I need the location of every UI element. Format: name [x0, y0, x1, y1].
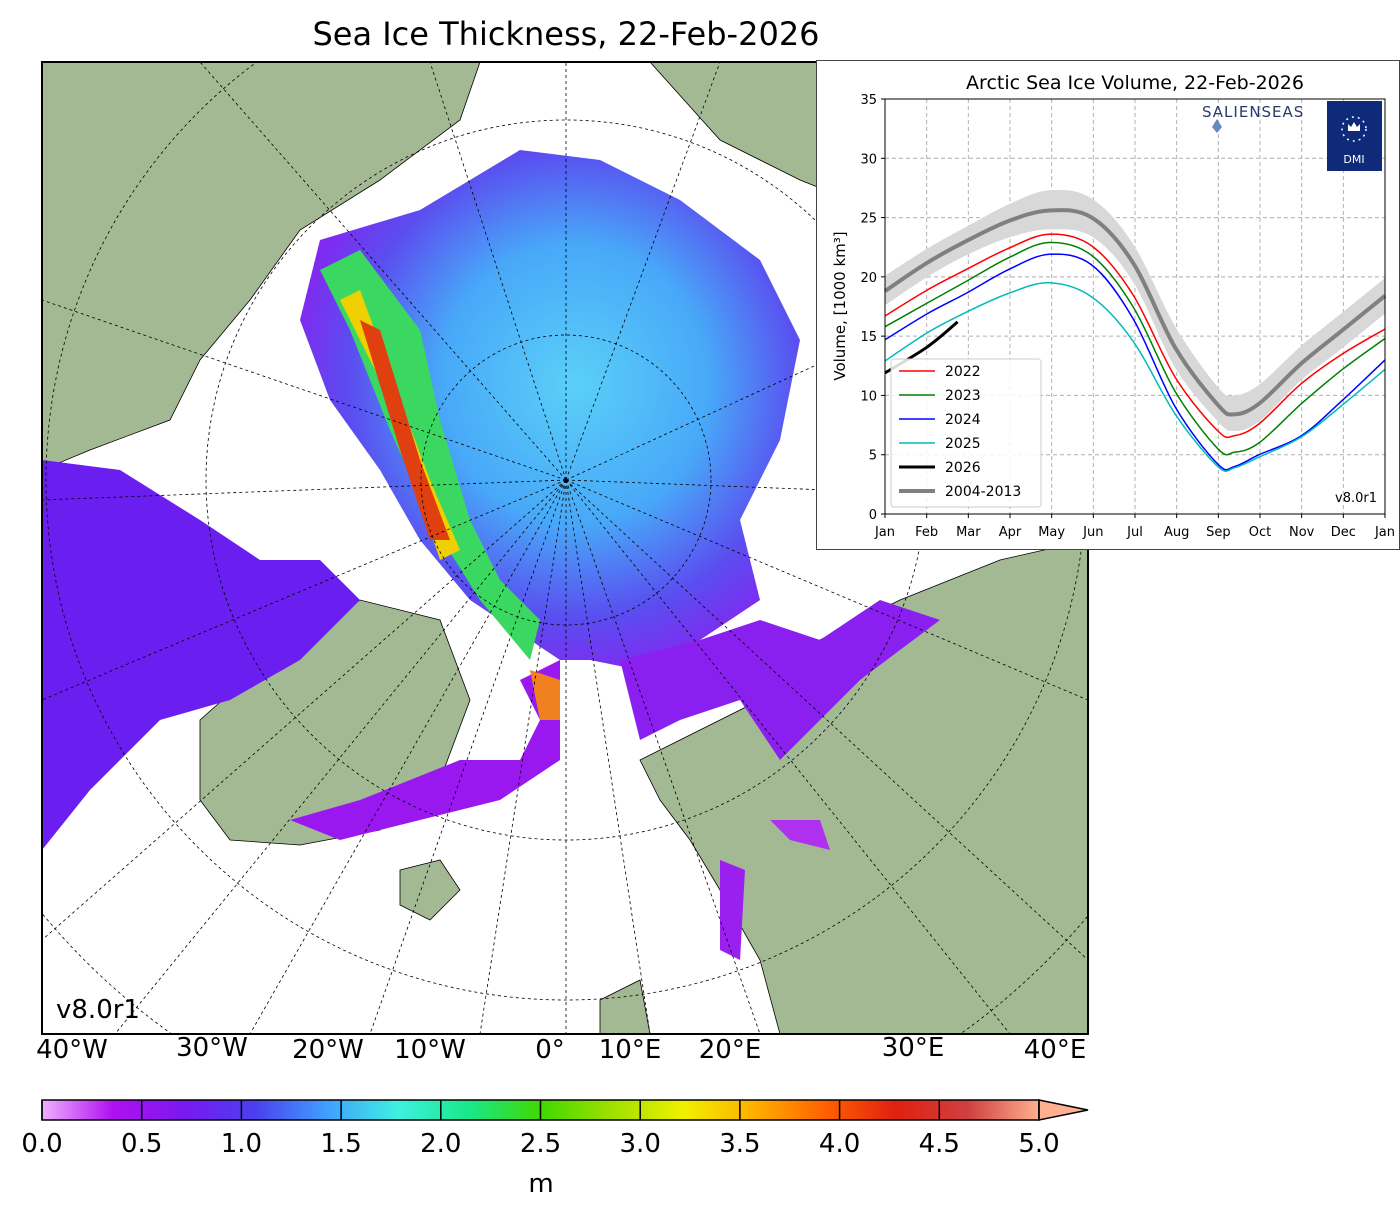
y-tick-label: 10 — [860, 389, 877, 404]
x-tick-labels: Jan Feb Mar Apr May Jun Jul Aug Sep Oct Nov Dec Jan — [874, 525, 1395, 540]
volume-chart: Arctic Sea Ice Volume, 22-Feb-2026 Jan Fe… — [831, 72, 1395, 540]
colorbar-tick-label: 1.0 — [221, 1129, 262, 1159]
lon-label-40w: 40°W — [36, 1035, 108, 1065]
x-tick-label: Oct — [1249, 525, 1271, 540]
x-tick-label: Jul — [1126, 525, 1143, 540]
y-tick-label: 20 — [860, 271, 877, 286]
colorbar-ticks — [41, 1100, 1040, 1120]
salienseas-logo-mark — [1212, 119, 1222, 133]
lon-label-10w: 10°W — [394, 1035, 466, 1065]
colorbar-tick-label: 2.5 — [520, 1129, 561, 1159]
legend-label: 2026 — [945, 460, 981, 476]
map-land — [42, 62, 1088, 1034]
x-tick-label: Dec — [1331, 525, 1356, 540]
dmi-logo: DMI — [1327, 101, 1382, 171]
colorbar-tick-label: 5.0 — [1018, 1129, 1059, 1159]
legend-label: 2004-2013 — [945, 484, 1021, 500]
x-tick-label: May — [1038, 525, 1065, 540]
x-tick-label: Sep — [1206, 525, 1231, 540]
y-tick-label: 30 — [860, 152, 877, 167]
svg-text:DMI: DMI — [1343, 153, 1364, 166]
lon-label-20e: 20°E — [699, 1035, 762, 1065]
chart-title: Arctic Sea Ice Volume, 22-Feb-2026 — [966, 72, 1304, 94]
x-tick-label: Jan — [874, 525, 895, 540]
y-axis-label: Volume, [1000 km³] — [831, 231, 849, 380]
map-sea-ice — [42, 150, 940, 960]
salienseas-logo: SALIENSEAS — [1202, 103, 1304, 133]
plot-area-frame — [884, 98, 1386, 515]
map-title: Sea Ice Thickness, 22-Feb-2026 — [312, 15, 819, 53]
y-tick-label: 35 — [860, 93, 877, 108]
colorbar: 0.0 0.5 1.0 1.5 2.0 2.5 3.0 3.5 4.0 4.5 5.0 m — [21, 1099, 1089, 1199]
colorbar-tick-label: 4.0 — [819, 1129, 860, 1159]
lon-label-20w: 20°W — [292, 1035, 364, 1065]
svg-text:SALIENSEAS: SALIENSEAS — [1202, 103, 1304, 121]
legend-label: 2023 — [945, 388, 981, 404]
lon-label-30e: 30°E — [882, 1033, 945, 1063]
colorbar-tick-label: 3.5 — [719, 1129, 760, 1159]
map-version-label: v8.0r1 — [56, 995, 140, 1025]
colorbar-extend-arrow — [1038, 1099, 1089, 1121]
crown-icon — [1348, 122, 1360, 131]
x-tick-label: Jun — [1082, 525, 1103, 540]
colorbar-tick-label: 3.0 — [620, 1129, 661, 1159]
colorbar-tick-label: 0.0 — [21, 1129, 62, 1159]
x-tick-label: Aug — [1164, 525, 1189, 540]
y-tick-label: 0 — [869, 508, 877, 523]
x-tick-label: Nov — [1289, 525, 1315, 540]
legend-label: 2022 — [945, 364, 981, 380]
lon-label-0: 0° — [535, 1035, 565, 1065]
y-tick-label: 25 — [860, 212, 877, 227]
y-tick-labels: 0 5 10 15 20 25 30 35 — [860, 93, 877, 523]
x-tick-label: Jan — [1374, 525, 1395, 540]
lon-label-10e: 10°E — [599, 1035, 662, 1065]
y-tick-label: 15 — [860, 330, 877, 345]
chart-lines — [883, 208, 1387, 473]
series-line-2024 — [884, 253, 1386, 471]
series-line-2004-2013 — [883, 208, 1387, 417]
volume-chart-inset: Arctic Sea Ice Volume, 22-Feb-2026 Jan Fe… — [816, 60, 1400, 550]
x-tick-label: Apr — [999, 525, 1022, 540]
colorbar-tick-labels: 0.0 0.5 1.0 1.5 2.0 2.5 3.0 3.5 4.0 4.5 5.0 — [21, 1129, 1059, 1159]
colorbar-tick-label: 2.0 — [420, 1129, 461, 1159]
legend-label: 2025 — [945, 436, 981, 452]
chart-legend: 2022 2023 2024 2025 2026 2004-2013 — [890, 358, 1042, 508]
series-line-2023 — [884, 241, 1386, 456]
lon-label-40e: 40°E — [1024, 1035, 1087, 1065]
lon-label-30w: 30°W — [176, 1033, 248, 1063]
series-line-2022 — [884, 233, 1386, 439]
colorbar-tick-label: 1.5 — [320, 1129, 361, 1159]
chart-version-label: v8.0r1 — [1335, 491, 1377, 506]
longitude-labels: 40°W 30°W 20°W 10°W 0° 10°E 20°E 30°E 40… — [36, 1033, 1086, 1065]
colorbar-tick-label: 4.5 — [919, 1129, 960, 1159]
x-tick-label: Mar — [956, 525, 981, 540]
series-line-2025 — [884, 282, 1386, 473]
y-tick-label: 5 — [869, 449, 877, 464]
x-tick-label: Feb — [915, 525, 938, 540]
colorbar-unit: m — [528, 1169, 553, 1199]
legend-label: 2024 — [945, 412, 981, 428]
colorbar-tick-label: 0.5 — [121, 1129, 162, 1159]
